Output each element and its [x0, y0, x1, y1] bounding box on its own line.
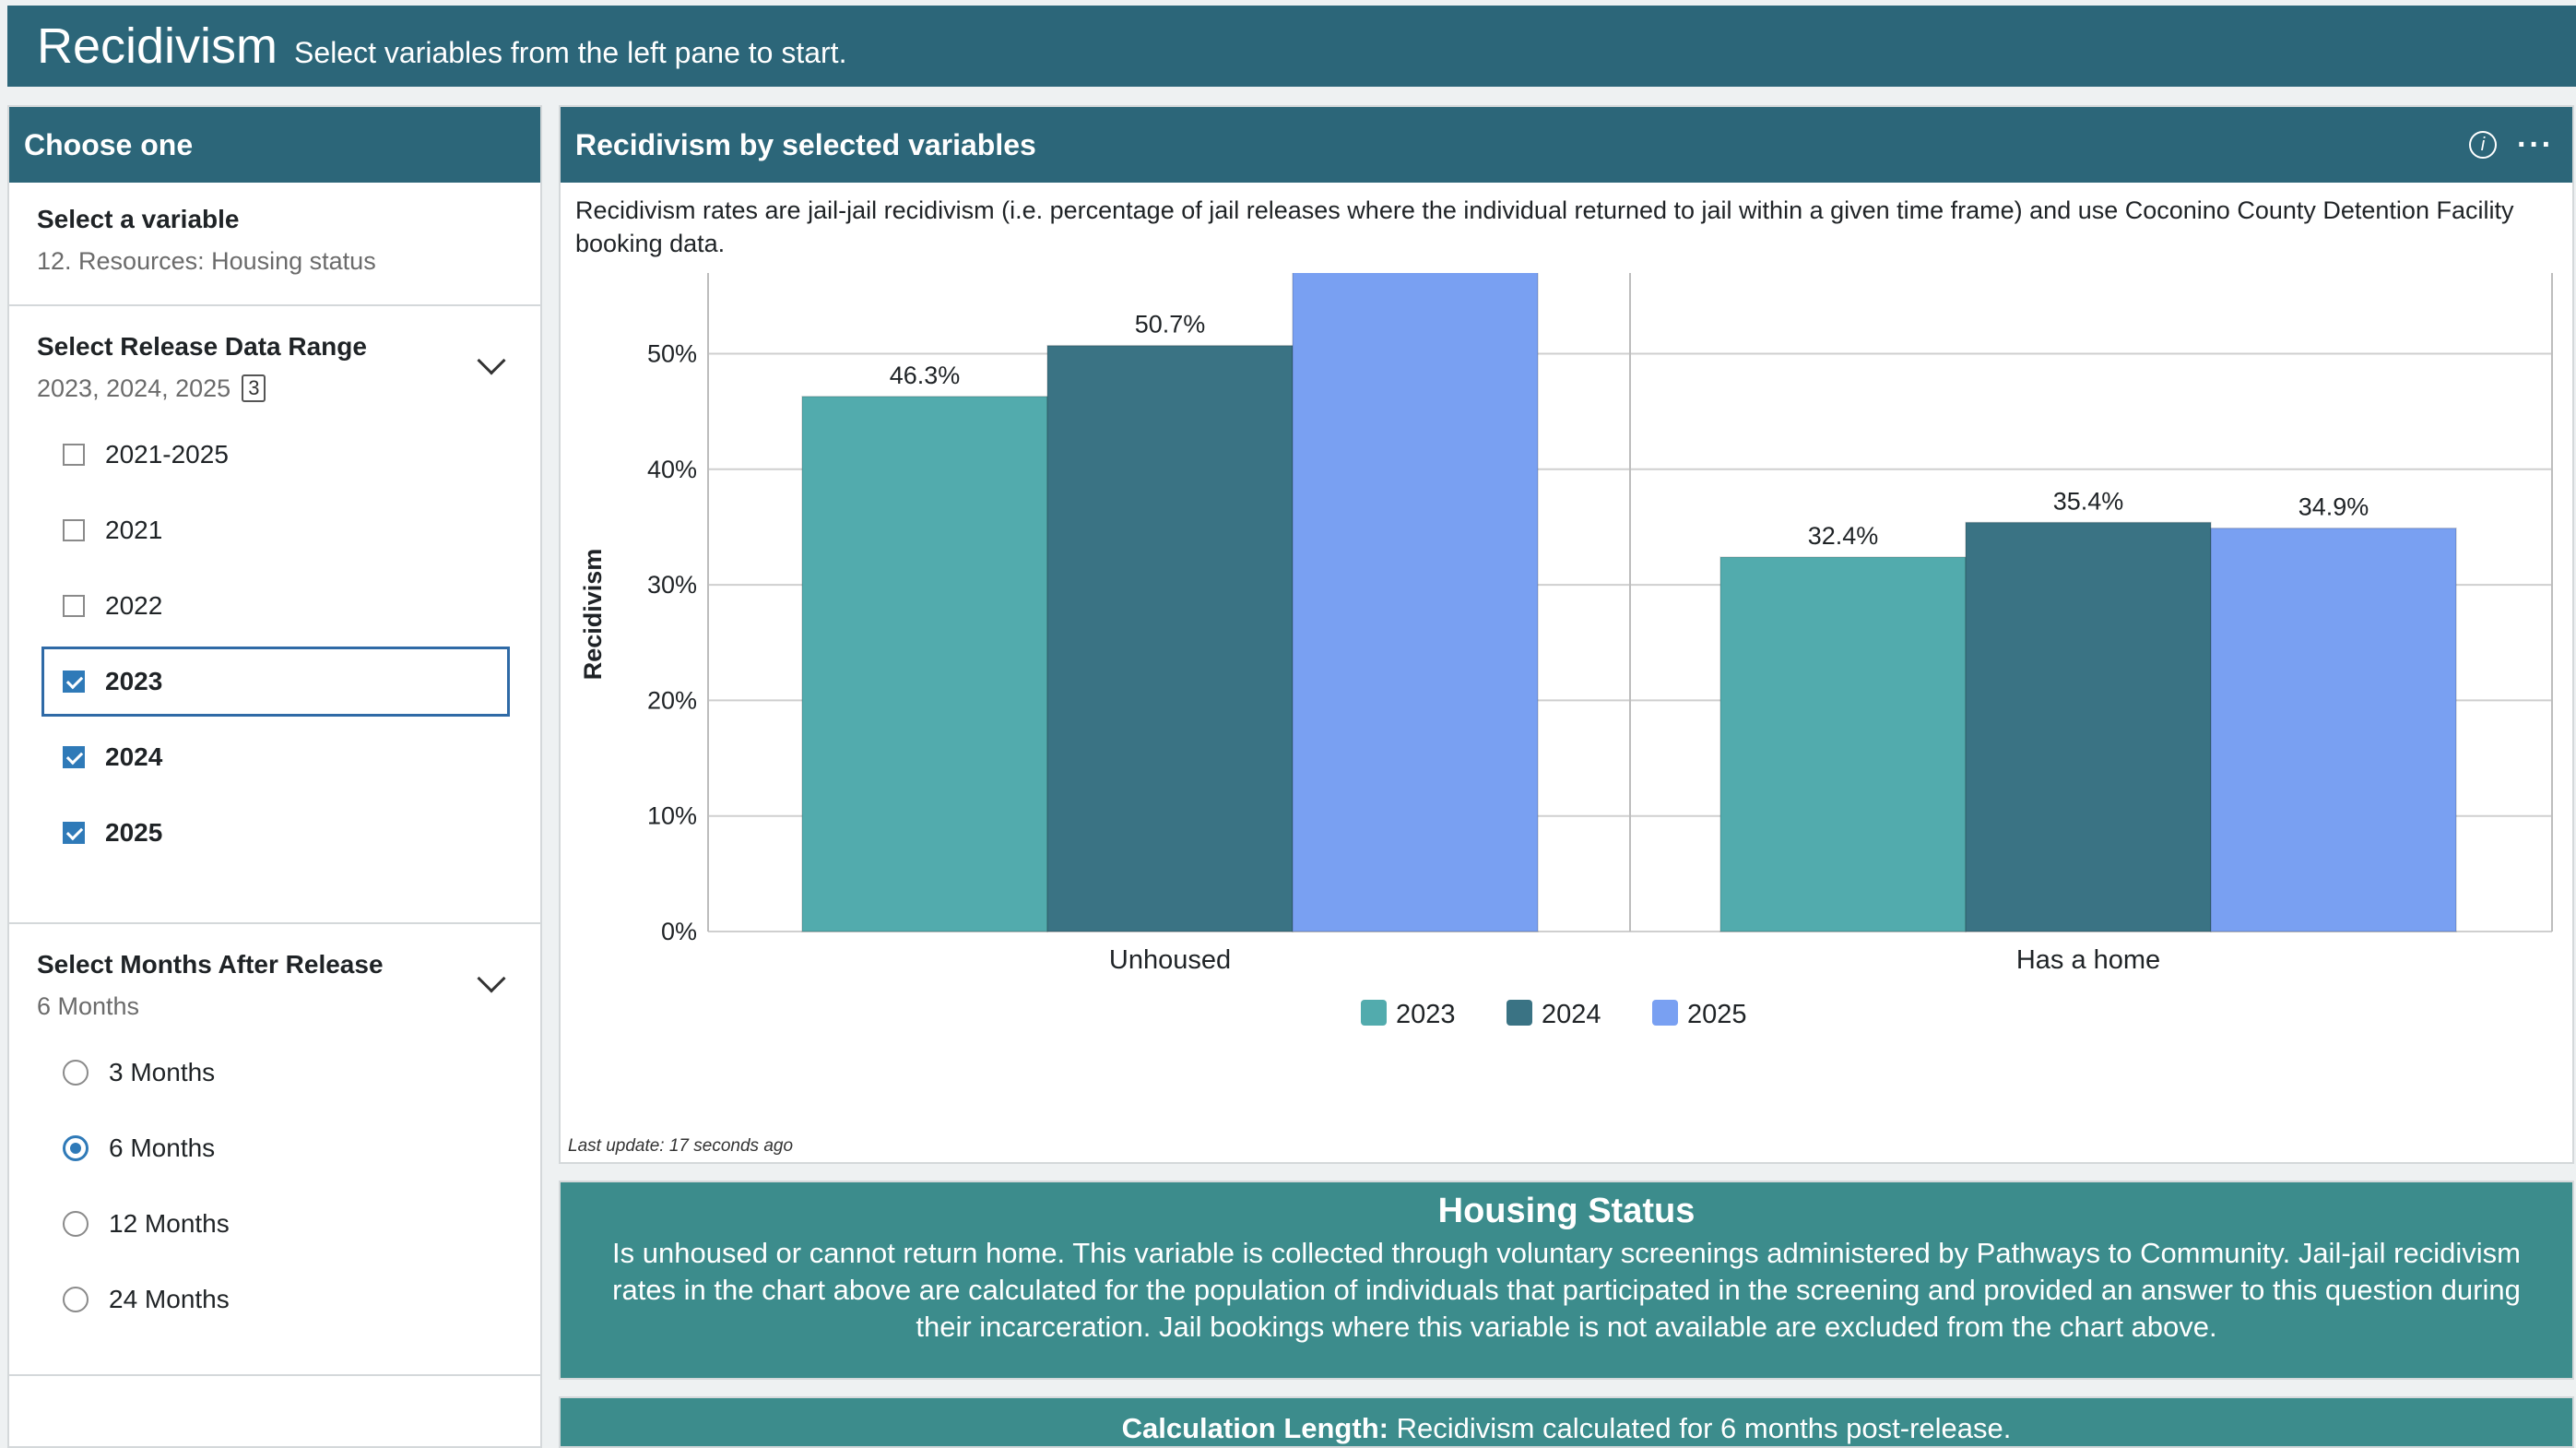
app-title: Recidivism	[37, 18, 278, 74]
data-label: 46.3%	[890, 362, 961, 389]
radio-button[interactable]	[63, 1211, 89, 1237]
range-option-label: 2024	[105, 742, 163, 771]
housing-status-text: Is unhoused or cannot return home. This …	[612, 1237, 2521, 1343]
range-option-label: 2022	[105, 591, 163, 620]
months-label: Select Months After Release	[37, 950, 384, 979]
chart-header: Recidivism by selected variables i ···	[561, 107, 2572, 183]
variable-selector[interactable]: Select a variable 12. Resources: Housing…	[9, 183, 540, 306]
filter-pane: Choose one Select a variable 12. Resourc…	[7, 105, 542, 1448]
months-option-24-months[interactable]: 24 Months	[9, 1262, 540, 1337]
range-option-2024[interactable]: 2024	[9, 719, 540, 795]
x-tick-label: Unhoused	[1109, 945, 1231, 975]
legend-swatch-2023	[1361, 1000, 1387, 1026]
checkbox[interactable]	[63, 519, 85, 541]
range-option-label: 2021-2025	[105, 440, 229, 469]
range-option-2023[interactable]: 2023	[39, 644, 513, 719]
bar-2023-has-a-home	[1719, 556, 1967, 932]
checkbox[interactable]	[63, 822, 85, 844]
range-option-2022[interactable]: 2022	[9, 568, 540, 644]
selection-count-badge: 3	[242, 374, 266, 402]
range-option-label: 2025	[105, 818, 163, 847]
months-option-3-months[interactable]: 3 Months	[9, 1035, 540, 1110]
months-option-label: 3 Months	[109, 1058, 216, 1086]
variable-label: Select a variable	[37, 205, 240, 233]
y-tick-label: 10%	[647, 802, 697, 830]
app-header: Recidivism Select variables from the lef…	[7, 6, 2576, 87]
months-option-label: 24 Months	[109, 1285, 230, 1313]
calculation-length-card: Calculation Length: Recidivism calculate…	[559, 1396, 2574, 1448]
months-value: 6 Months	[37, 992, 140, 1020]
calculation-length-label: Calculation Length:	[1121, 1412, 1388, 1444]
legend-label: 2024	[1542, 1000, 1601, 1029]
y-tick-label: 30%	[647, 571, 697, 599]
months-option-label: 6 Months	[109, 1133, 216, 1162]
housing-status-title: Housing Status	[1437, 1192, 1696, 1230]
data-label: 34.9%	[2298, 493, 2369, 521]
chart-card: Recidivism by selected variables i ··· R…	[559, 105, 2574, 1164]
more-options-icon[interactable]: ···	[2517, 127, 2554, 162]
app-subtitle: Select variables from the left pane to s…	[294, 36, 847, 69]
legend-swatch-2025	[1652, 1000, 1678, 1026]
y-tick-label: 0%	[661, 918, 697, 945]
checkbox[interactable]	[63, 444, 85, 466]
checkbox[interactable]	[63, 595, 85, 617]
months-option-6-months[interactable]: 6 Months	[9, 1110, 540, 1186]
range-option-label: 2023	[105, 667, 163, 695]
range-option-2025[interactable]: 2025	[9, 795, 540, 871]
legend-label: 2023	[1396, 1000, 1456, 1029]
release-range-dropdown[interactable]: Select Release Data Range 2023, 2024, 20…	[9, 306, 540, 408]
release-range-value: 2023, 2024, 2025 3	[37, 374, 540, 403]
last-update: Last update: 17 seconds ago	[568, 1136, 794, 1156]
months-section: Select Months After Release 6 Months 3 M…	[9, 924, 540, 1376]
bar-2025-unhoused	[1292, 273, 1539, 932]
housing-status-card: Housing Status Is unhoused or cannot ret…	[559, 1181, 2574, 1380]
radio-button[interactable]	[63, 1060, 89, 1086]
radio-button[interactable]	[63, 1135, 89, 1161]
x-tick-label: Has a home	[2016, 945, 2160, 975]
bar-2024-unhoused	[1046, 344, 1294, 932]
months-option-12-months[interactable]: 12 Months	[9, 1186, 540, 1262]
bar-chart: 0%10%20%30%40%50%Recidivism46.3%50.7%58.…	[579, 273, 2553, 1029]
checkbox[interactable]	[63, 746, 85, 768]
release-range-label: Select Release Data Range	[37, 332, 367, 361]
range-option-2021-2025[interactable]: 2021-2025	[9, 417, 540, 493]
data-label: 32.4%	[1808, 522, 1879, 550]
data-label: 35.4%	[2053, 487, 2124, 515]
chart-title: Recidivism by selected variables	[575, 128, 1036, 161]
chart-description: Recidivism rates are jail-jail recidivis…	[575, 196, 2514, 257]
range-option-2021[interactable]: 2021	[9, 493, 540, 568]
bar-2025-has-a-home	[2210, 527, 2457, 932]
y-tick-label: 40%	[647, 456, 697, 483]
legend-swatch-2024	[1507, 1000, 1532, 1026]
release-range-section: Select Release Data Range 2023, 2024, 20…	[9, 306, 540, 924]
months-dropdown[interactable]: Select Months After Release 6 Months	[9, 924, 540, 1026]
range-option-label: 2021	[105, 516, 163, 544]
variable-value: 12. Resources: Housing status	[37, 247, 376, 275]
bar-2023-unhoused	[801, 396, 1048, 932]
data-label: 50.7%	[1135, 311, 1206, 338]
y-axis-title: Recidivism	[579, 549, 607, 681]
y-tick-label: 20%	[647, 686, 697, 714]
months-option-label: 12 Months	[109, 1209, 230, 1238]
radio-button[interactable]	[63, 1287, 89, 1312]
bar-2024-has-a-home	[1965, 521, 2212, 932]
y-tick-label: 50%	[647, 340, 697, 368]
filter-pane-title: Choose one	[9, 107, 540, 183]
checkbox[interactable]	[63, 671, 85, 693]
calculation-length-text: Recidivism calculated for 6 months post-…	[1388, 1412, 2012, 1444]
legend-label: 2025	[1687, 1000, 1747, 1029]
info-icon[interactable]: i	[2469, 131, 2497, 159]
